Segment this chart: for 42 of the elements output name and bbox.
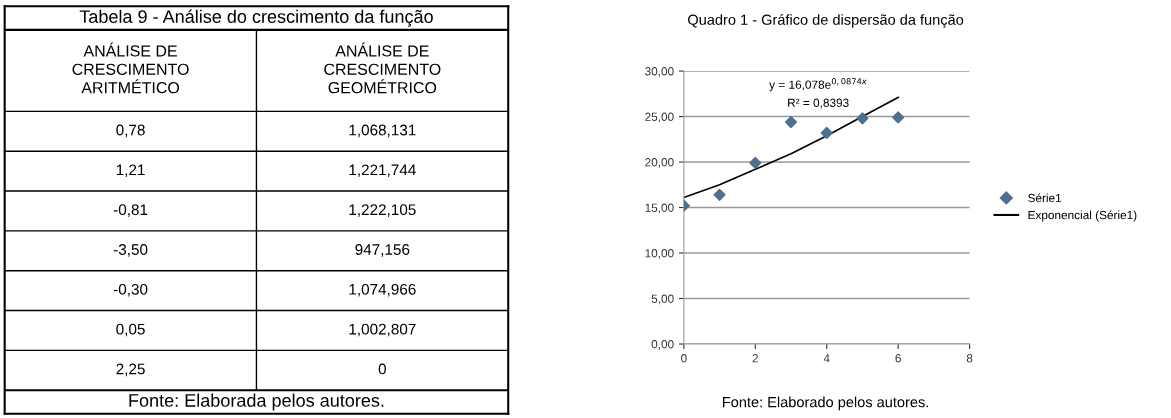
text: 1,074,966: [349, 283, 416, 297]
source-note: Fonte: Elaborada pelos autores.: [129, 393, 384, 411]
y-tick-label: 5,00: [651, 294, 674, 305]
source-note: Fonte: Elaborado pelos autores.: [722, 396, 928, 411]
point: [820, 126, 833, 140]
text: ANÁLISE DE CRESCIMENTO GEOMÉTRICO: [324, 42, 441, 94]
text: 1,221,744: [349, 164, 416, 178]
text: -0,81: [113, 204, 148, 217]
text: 0: [378, 363, 386, 375]
text: 1,002,807: [349, 323, 416, 337]
point: [713, 188, 726, 201]
text: 1,068,131: [349, 124, 416, 138]
legend-label: Série1: [1028, 193, 1062, 203]
text: 1,222,105: [349, 204, 416, 217]
text: -3,50: [113, 244, 148, 257]
annotation: y = 16,078e$^{0,0874x}$: [769, 78, 867, 92]
chart-title: Quadro 1 - Gráfico de dispersão da função: [688, 13, 964, 28]
annotation: R² = 0,8393: [788, 98, 849, 109]
point: [856, 112, 869, 125]
y-tick-label: 10,00: [645, 249, 674, 259]
y-tick-label: 0,00: [651, 340, 674, 350]
text: Tabela 9 - Análise do crescimento da função: [79, 9, 433, 27]
point: [892, 111, 905, 124]
x-tick-label: 4: [823, 354, 830, 363]
text: 1,21: [116, 164, 145, 178]
y-tick-label: 15,00: [645, 203, 674, 214]
y-tick-label: 25,00: [645, 112, 674, 123]
y-tick-label: 30,00: [645, 67, 674, 77]
text: 2,25: [116, 363, 145, 377]
text: ANÁLISE DE CRESCIMENTO ARITMÉTICO: [72, 42, 189, 94]
x-tick-label: 6: [895, 354, 901, 363]
text: -0,30: [113, 283, 148, 297]
text: 0,78: [116, 124, 145, 138]
point: [749, 156, 762, 170]
point: [784, 115, 798, 129]
x-tick-label: 8: [966, 354, 973, 363]
legend-label: Exponencial (Série1): [1028, 210, 1137, 222]
text: 0,05: [116, 323, 145, 337]
text: 947,156: [355, 244, 410, 257]
y-tick-label: 20,00: [645, 158, 674, 168]
x-tick-label: 0: [681, 354, 687, 363]
x-tick-label: 2: [752, 354, 758, 363]
